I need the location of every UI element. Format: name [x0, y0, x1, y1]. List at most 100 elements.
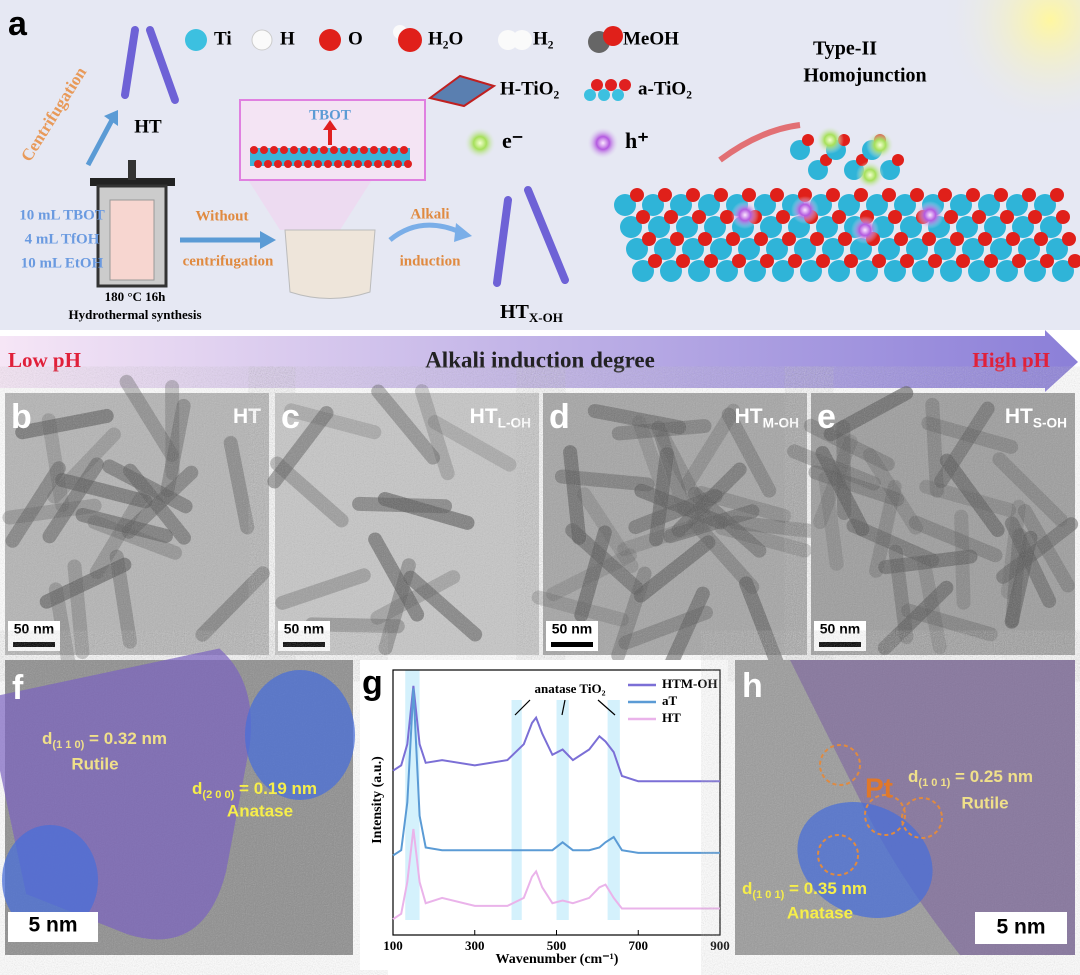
- atom: [370, 146, 378, 154]
- icon: [464, 127, 496, 159]
- panel-f: [0, 648, 355, 955]
- atom: [704, 216, 726, 238]
- atom: [364, 160, 372, 168]
- noise: [5, 393, 269, 655]
- glow: [856, 161, 884, 189]
- synthesis-label: Hydrothermal synthesis: [68, 307, 201, 322]
- spacing-label: d(1 0 1) = 0.35 nm: [742, 879, 867, 901]
- atom: [742, 188, 756, 202]
- ph-arrow: [0, 330, 1078, 392]
- text-after: = 0.25 nm: [950, 767, 1033, 786]
- scale-bar-label: 50 nm: [552, 621, 592, 637]
- atom: [1046, 238, 1068, 260]
- atom: [832, 210, 846, 224]
- atom: [1012, 216, 1034, 238]
- scale-bar-label: 5 nm: [996, 916, 1045, 939]
- atom: [676, 254, 690, 268]
- phase-label: Anatase: [227, 801, 293, 820]
- legend-label: h⁺: [625, 128, 649, 153]
- atom: [374, 160, 382, 168]
- atom: [802, 134, 814, 146]
- atom: [400, 146, 408, 154]
- without-label: centrifugation: [183, 253, 274, 269]
- alkali-label: induction: [400, 253, 462, 269]
- text-sub: S-OH: [1033, 415, 1067, 430]
- atom: [826, 188, 840, 202]
- atom: [894, 232, 908, 246]
- atom: [670, 194, 692, 216]
- text-main: HT: [470, 405, 498, 428]
- atom: [334, 160, 342, 168]
- glow: [731, 201, 759, 229]
- sample-label: HTL-OH: [470, 405, 531, 430]
- annotation-arrow: [514, 699, 531, 716]
- atom: [1006, 232, 1020, 246]
- atom: [888, 210, 902, 224]
- atom: [962, 238, 984, 260]
- atom: [782, 232, 796, 246]
- atom: [714, 188, 728, 202]
- panel-g-bg: [360, 660, 728, 970]
- legend-label: MeOH: [623, 28, 679, 49]
- conditions: 180 °C 16h: [105, 289, 167, 304]
- atom: [1034, 194, 1056, 216]
- without-label: Without: [195, 208, 248, 224]
- atom: [978, 232, 992, 246]
- atom: [738, 238, 760, 260]
- atom: [788, 254, 802, 268]
- highlight-band: [607, 700, 620, 920]
- atom: [686, 188, 700, 202]
- atom: [872, 254, 886, 268]
- ht-label: HT: [134, 116, 162, 137]
- legend-label: H₂O: [428, 28, 463, 49]
- atom: [324, 160, 332, 168]
- text-sub: (2 0 0): [202, 789, 234, 801]
- low-ph: Low pH: [8, 348, 81, 372]
- atom: [384, 160, 392, 168]
- highlight-band: [511, 700, 522, 920]
- atom: [274, 160, 282, 168]
- atom: [900, 254, 914, 268]
- projection: [245, 175, 375, 230]
- text-after: = 0.19 nm: [234, 779, 317, 798]
- x-tick-label: 700: [629, 938, 649, 953]
- icon: [591, 79, 603, 91]
- icon: [319, 29, 341, 51]
- atom: [828, 260, 850, 282]
- atom: [698, 232, 712, 246]
- text-sub: M-OH: [763, 415, 799, 430]
- atom: [794, 238, 816, 260]
- x-tick-label: 500: [547, 938, 567, 953]
- scale-bar: [551, 642, 593, 647]
- atom: [394, 160, 402, 168]
- junction-label: Type-II: [813, 38, 877, 60]
- atom: [894, 194, 916, 216]
- lattice: [614, 122, 1080, 282]
- atom: [294, 160, 302, 168]
- atom: [934, 238, 956, 260]
- atom: [304, 160, 312, 168]
- atom: [838, 194, 860, 216]
- tem-image: [531, 393, 828, 679]
- arrow: [388, 222, 461, 242]
- atom: [984, 254, 998, 268]
- annotation-arrow: [561, 699, 566, 716]
- text-main: d: [908, 767, 918, 786]
- atom: [984, 216, 1006, 238]
- atom: [1034, 232, 1048, 246]
- atom: [944, 210, 958, 224]
- atom: [1056, 210, 1070, 224]
- atom: [658, 188, 672, 202]
- legend-label: a-TiO₂: [638, 78, 692, 99]
- scale-bar: [283, 642, 325, 647]
- text-main: HT: [1005, 405, 1033, 428]
- atom: [720, 210, 734, 224]
- atom: [744, 260, 766, 282]
- atom: [344, 160, 352, 168]
- atom: [692, 210, 706, 224]
- atom: [254, 160, 262, 168]
- text-sub: L-OH: [498, 415, 531, 430]
- recipe-line: 10 mL TBOT: [19, 207, 105, 223]
- atom: [1022, 188, 1036, 202]
